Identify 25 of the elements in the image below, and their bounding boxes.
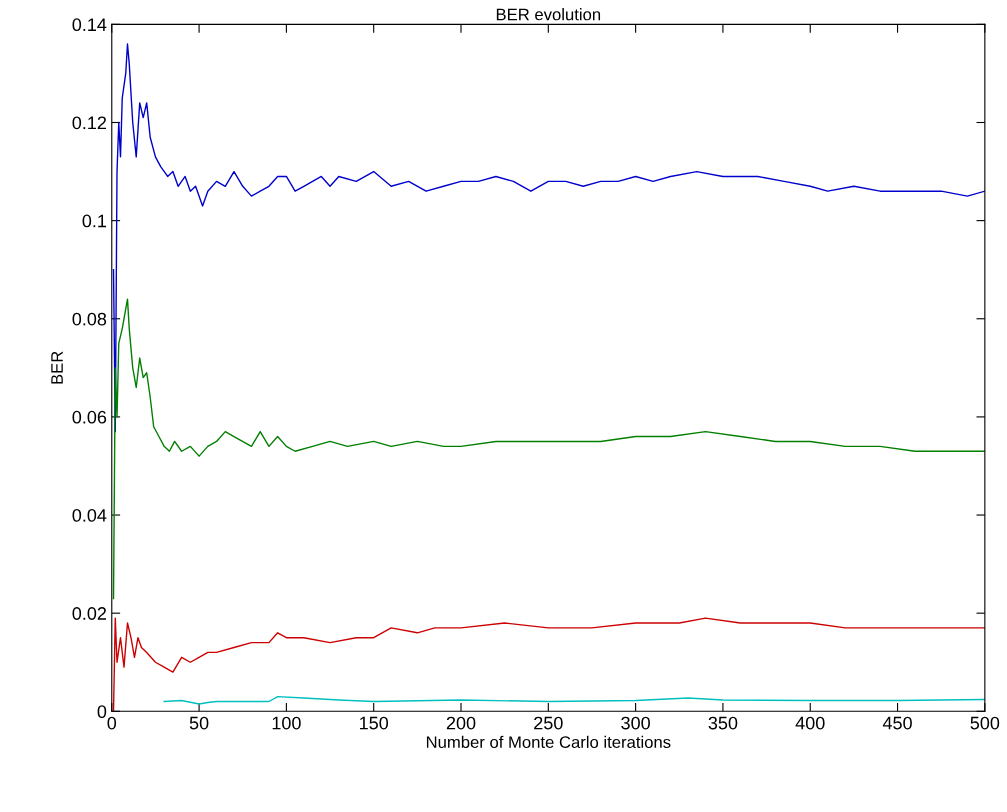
y-tick-label: 0.1 [82, 214, 107, 228]
line-series [112, 43, 985, 433]
x-tick-label: 150 [360, 716, 389, 730]
x-tick-label: 500 [970, 716, 1000, 730]
y-tick-label: 0.02 [72, 607, 107, 620]
line-series [112, 298, 985, 600]
x-tick-label: 450 [882, 716, 912, 730]
x-tick-label: 250 [534, 716, 563, 730]
x-tick-label: 50 [189, 716, 209, 730]
x-tick-label: 400 [795, 716, 825, 730]
y-tick-label: 0.04 [72, 508, 107, 522]
x-tick-label: 350 [708, 716, 738, 730]
y-tick-label: 0.14 [72, 18, 107, 32]
y-tick-label: 0.06 [72, 410, 107, 424]
line-series [163, 695, 985, 705]
x-tick-label: 100 [272, 716, 301, 730]
y-tick-label: 0 [97, 705, 107, 719]
y-tick-label: 0.08 [72, 312, 107, 326]
x-axis-title: Number of Monte Carlo iterations [426, 735, 671, 749]
x-tick-label: 200 [446, 716, 476, 730]
x-tick-label: 300 [621, 716, 650, 730]
chart-title: BER evolution [496, 8, 601, 21]
x-tick-label: 0 [107, 716, 117, 730]
y-axis-title: BER [51, 351, 63, 384]
y-tick-label: 0.12 [72, 116, 107, 130]
